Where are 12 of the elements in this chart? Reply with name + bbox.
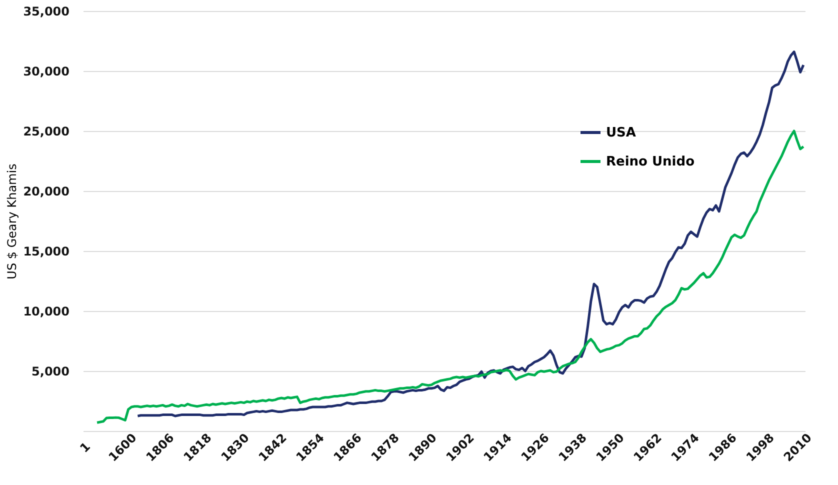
line-series (136, 50, 805, 418)
y-axis-title: US $ Geary Khamis (5, 164, 20, 280)
x-tick-label: 1 (77, 440, 93, 456)
y-tick-label: 15,000 (23, 244, 70, 258)
y-tick-label: 10,000 (23, 304, 70, 318)
y-tick-label: 20,000 (23, 184, 70, 198)
y-tick-label: 30,000 (23, 64, 70, 78)
legend-label: USA (606, 126, 636, 140)
y-tick-label: 5,000 (32, 364, 70, 378)
legend-label: Reino Unido (606, 154, 695, 170)
y-tick-label: 35,000 (23, 4, 70, 18)
y-tick-label: 25,000 (23, 124, 70, 138)
